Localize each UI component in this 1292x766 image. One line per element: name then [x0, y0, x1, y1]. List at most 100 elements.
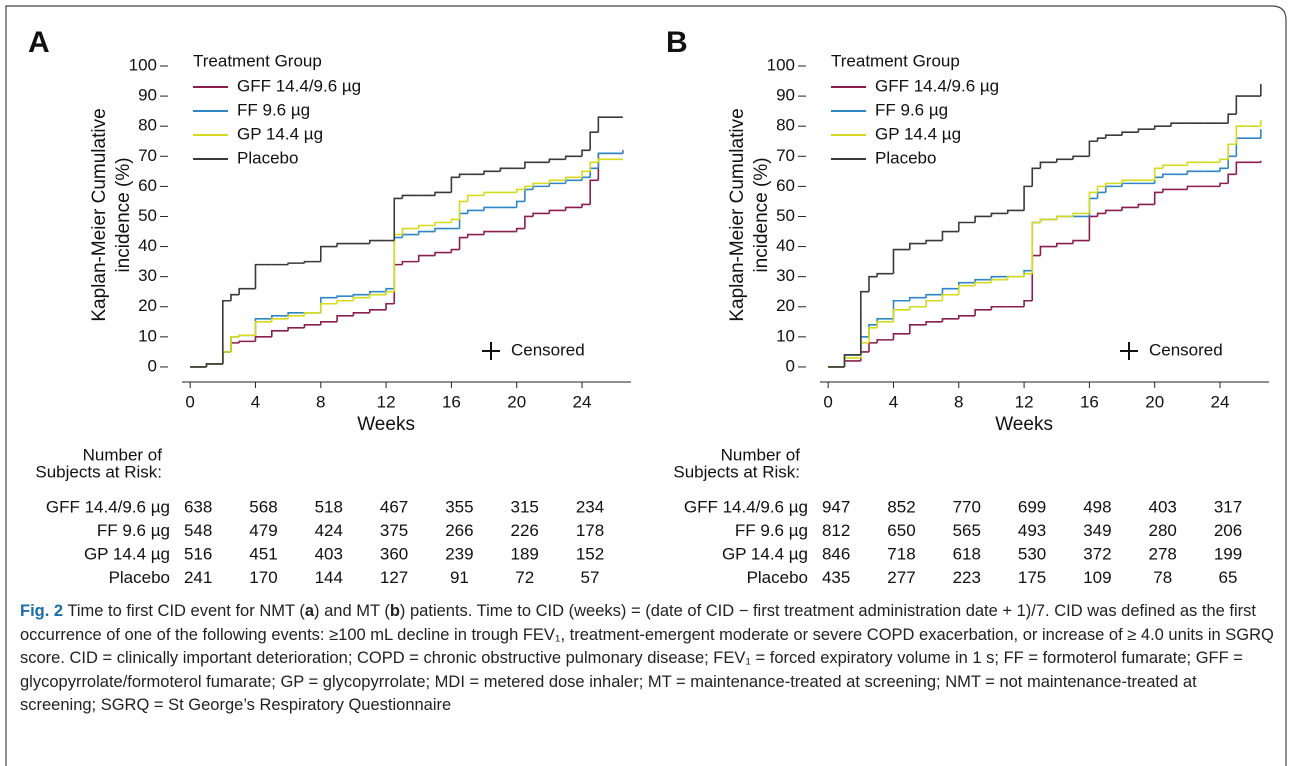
km-step — [1006, 275, 1025, 280]
km-step — [1227, 143, 1237, 160]
legend-label: GFF 14.4/9.6 µg — [237, 76, 361, 95]
risk-value: 223 — [953, 568, 981, 587]
km-step — [205, 363, 223, 367]
km-step — [1137, 203, 1155, 208]
km-step — [909, 296, 927, 301]
risk-value: 152 — [576, 544, 604, 563]
km-step — [1072, 155, 1090, 160]
km-step — [303, 311, 321, 316]
legend-title: Treatment Group — [831, 51, 960, 70]
km-step — [336, 314, 354, 322]
risk-value: 315 — [511, 497, 539, 516]
risk-value: 403 — [1149, 497, 1177, 516]
km-step — [564, 155, 583, 160]
km-step — [319, 321, 338, 325]
risk-value: 812 — [822, 521, 850, 540]
km-step — [254, 336, 272, 342]
panel-label: B — [666, 26, 688, 59]
km-step — [564, 206, 583, 211]
risk-row-name: FF 9.6 µg — [735, 521, 808, 540]
km-step — [434, 227, 452, 232]
km-step — [515, 227, 525, 232]
x-tick-label: 8 — [316, 392, 325, 411]
km-step — [1153, 125, 1163, 130]
km-step — [1227, 173, 1237, 184]
y-tick-label: 30 — [776, 266, 795, 285]
risk-value: 349 — [1083, 521, 1111, 540]
risk-value: 565 — [953, 521, 981, 540]
km-step — [974, 215, 992, 223]
y-tick-label: 70 — [776, 146, 795, 165]
km-step — [1104, 209, 1123, 214]
km-step — [483, 230, 501, 235]
km-step — [1186, 170, 1204, 175]
km-step — [230, 336, 240, 352]
km-step — [589, 179, 599, 205]
km-step — [548, 158, 566, 163]
risk-value: 375 — [380, 521, 408, 540]
km-step — [1186, 185, 1204, 190]
km-step — [319, 245, 338, 262]
km-step — [1023, 299, 1033, 307]
risk-value: 846 — [822, 544, 850, 563]
km-step — [515, 188, 525, 193]
x-axis-label: Weeks — [357, 414, 415, 435]
km-step — [941, 293, 959, 301]
km-step — [589, 167, 599, 178]
risk-value: 618 — [953, 544, 981, 563]
risk-value: 317 — [1214, 497, 1242, 516]
x-tick-label: 20 — [507, 392, 526, 411]
risk-value: 109 — [1083, 568, 1111, 587]
risk-row-name: Placebo — [747, 568, 808, 587]
km-step — [597, 152, 623, 181]
km-step — [385, 287, 395, 292]
x-tick-label: 0 — [185, 392, 194, 411]
km-step — [974, 308, 992, 316]
km-step — [909, 305, 927, 310]
km-step — [393, 263, 403, 304]
km-step — [368, 308, 387, 313]
km-step — [1162, 188, 1172, 193]
legend-label: Placebo — [875, 148, 936, 167]
km-step — [1162, 173, 1172, 178]
risk-table-title: Subjects at Risk: — [673, 462, 800, 481]
risk-value: 360 — [380, 544, 408, 563]
km-step — [287, 311, 305, 316]
km-step — [1072, 212, 1090, 217]
legend-label: FF 9.6 µg — [875, 100, 948, 119]
km-step — [287, 327, 305, 331]
km-step — [499, 167, 517, 172]
risk-value: 548 — [184, 521, 212, 540]
km-step — [925, 239, 943, 244]
km-step — [548, 182, 566, 187]
caption-text: ) patients. Time to CID (weeks) = (date … — [20, 602, 1274, 714]
km-step — [238, 334, 256, 337]
km-step — [860, 342, 869, 358]
risk-row-name: GP 14.4 µg — [84, 544, 170, 563]
km-step — [466, 194, 485, 202]
km-step — [1031, 221, 1041, 274]
km-step — [368, 239, 387, 244]
y-tick-label: 0 — [786, 356, 795, 375]
km-step — [458, 212, 468, 229]
y-tick-label: 40 — [138, 236, 157, 255]
risk-value: 189 — [511, 544, 539, 563]
risk-row-name: FF 9.6 µg — [97, 521, 170, 540]
risk-table-title: Number of — [83, 445, 163, 464]
risk-value: 650 — [887, 521, 915, 540]
legend-label: GFF 14.4/9.6 µg — [875, 76, 999, 95]
risk-table-title: Subjects at Risk: — [35, 462, 162, 481]
y-tick-label: 80 — [138, 116, 157, 135]
km-step — [434, 221, 452, 226]
caption-bold: Fig. 2 — [20, 602, 64, 620]
km-step — [271, 318, 289, 322]
risk-value: 206 — [1214, 521, 1242, 540]
risk-value: 451 — [249, 544, 277, 563]
y-tick-label: 10 — [776, 326, 795, 345]
km-step — [843, 357, 861, 367]
km-step — [1153, 167, 1163, 181]
km-step — [1023, 185, 1033, 211]
y-axis-label: Kaplan-Meier Cumulative — [727, 108, 748, 321]
risk-value: 57 — [581, 568, 600, 587]
km-step — [222, 351, 231, 364]
